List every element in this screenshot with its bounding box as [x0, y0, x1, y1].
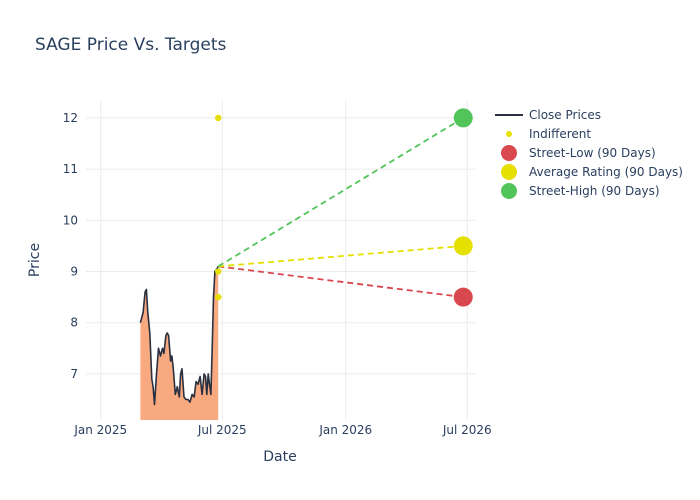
chart-title: SAGE Price Vs. Targets — [35, 35, 227, 55]
legend-swatch-dot — [506, 131, 512, 137]
y-tick-label: 8 — [70, 316, 78, 330]
target-line — [218, 265, 464, 299]
y-tick-label: 9 — [70, 265, 78, 279]
legend-label: Indifferent — [529, 127, 591, 141]
indifferent-marker — [215, 268, 222, 275]
legend[interactable]: Close Prices Indifferent Street-Low (90 Da… — [495, 108, 683, 199]
target-line — [218, 245, 464, 268]
legend-label: Close Prices — [529, 108, 601, 122]
target-lines — [217, 117, 464, 299]
indifferent-marker — [215, 114, 222, 122]
x-tick-label: Jul 2026 — [442, 423, 492, 437]
close-price-line — [139, 266, 219, 406]
y-tick-label: 7 — [70, 367, 78, 381]
x-tick-label: Jan 2026 — [318, 423, 372, 437]
x-tick-label: Jan 2025 — [73, 423, 127, 437]
legend-label: Street-Low (90 Days) — [529, 146, 656, 160]
axis-ticks: 7 8 9 10 11 12 Jan 2025 Jul 2025 Jan 2026 Jul 202… — [63, 111, 492, 437]
y-tick-label: 10 — [63, 213, 78, 227]
legend-swatch-marker — [501, 183, 517, 199]
indifferent-marker — [215, 293, 222, 301]
legend-label: Street-High (90 Days) — [529, 184, 660, 198]
gridlines — [86, 100, 476, 420]
target-marker — [453, 236, 473, 256]
y-axis-title: Price — [27, 243, 43, 277]
legend-swatch-marker — [501, 164, 517, 180]
x-tick-label: Jul 2025 — [197, 423, 247, 437]
close-price-fill — [140, 266, 219, 420]
y-tick-label: 12 — [63, 111, 78, 125]
target-marker — [453, 108, 473, 128]
legend-label: Average Rating (90 Days) — [529, 165, 683, 179]
target-marker — [453, 287, 473, 307]
legend-swatch-marker — [501, 145, 517, 161]
close-price-line-group — [139, 266, 219, 406]
y-tick-label: 11 — [63, 162, 78, 176]
x-axis-title: Date — [263, 449, 296, 465]
markers — [215, 108, 473, 307]
close-price-area — [140, 266, 219, 420]
target-line — [217, 117, 464, 268]
